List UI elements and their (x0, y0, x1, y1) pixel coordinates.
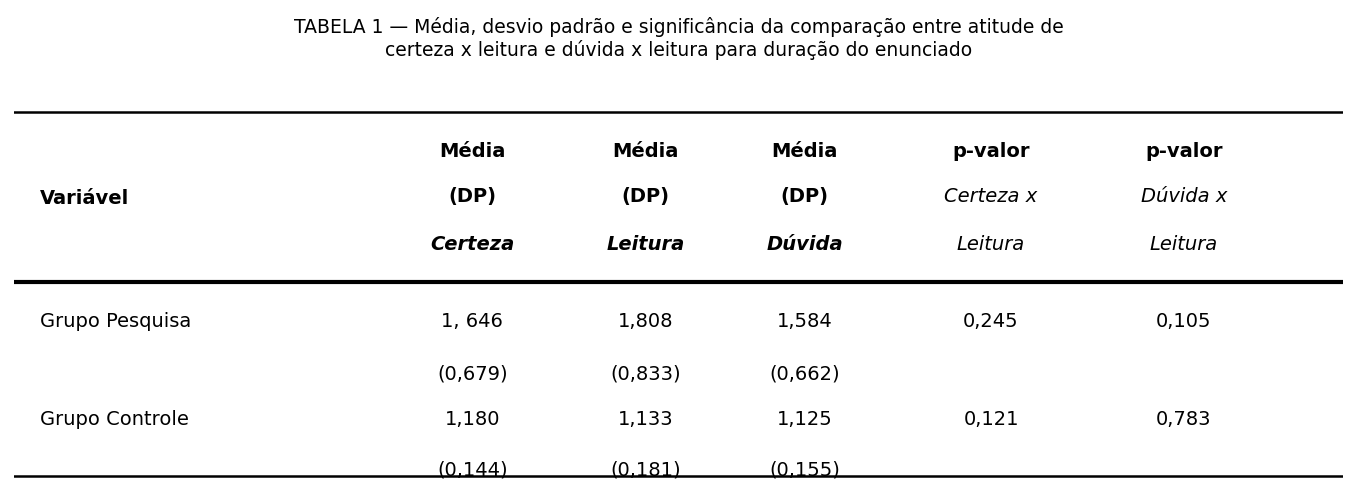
Text: Dúvida: Dúvida (767, 235, 843, 253)
Text: Média: Média (440, 141, 506, 160)
Text: 1,808: 1,808 (617, 311, 673, 330)
Text: 1, 646: 1, 646 (441, 311, 503, 330)
Text: Leitura: Leitura (607, 235, 684, 253)
Text: (DP): (DP) (448, 187, 497, 205)
Text: Média: Média (612, 141, 678, 160)
Text: (0,833): (0,833) (609, 364, 681, 383)
Text: Dúvida x: Dúvida x (1141, 187, 1227, 205)
Text: Leitura: Leitura (1149, 235, 1219, 253)
Text: TABELA 1 — Média, desvio padrão e significância da comparação entre atitude de
c: TABELA 1 — Média, desvio padrão e signif… (293, 17, 1064, 60)
Text: Grupo Controle: Grupo Controle (41, 409, 189, 428)
Text: Grupo Pesquisa: Grupo Pesquisa (41, 311, 191, 330)
Text: 0,121: 0,121 (963, 409, 1019, 428)
Text: Leitura: Leitura (957, 235, 1025, 253)
Text: (DP): (DP) (622, 187, 669, 205)
Text: p-valor: p-valor (1145, 141, 1223, 160)
Text: (0,679): (0,679) (437, 364, 508, 383)
Text: Média: Média (772, 141, 839, 160)
Text: (0,181): (0,181) (609, 459, 681, 478)
Text: 1,125: 1,125 (778, 409, 833, 428)
Text: 1,584: 1,584 (778, 311, 833, 330)
Text: Variável: Variável (41, 189, 129, 208)
Text: (DP): (DP) (780, 187, 829, 205)
Text: 0,105: 0,105 (1156, 311, 1212, 330)
Text: (0,662): (0,662) (769, 364, 840, 383)
Text: 0,245: 0,245 (963, 311, 1019, 330)
Text: 1,133: 1,133 (617, 409, 673, 428)
Text: 1,180: 1,180 (445, 409, 501, 428)
Text: p-valor: p-valor (953, 141, 1030, 160)
Text: Certeza: Certeza (430, 235, 514, 253)
Text: (0,155): (0,155) (769, 459, 840, 478)
Text: 0,783: 0,783 (1156, 409, 1212, 428)
Text: (0,144): (0,144) (437, 459, 508, 478)
Text: Certeza x: Certeza x (944, 187, 1038, 205)
